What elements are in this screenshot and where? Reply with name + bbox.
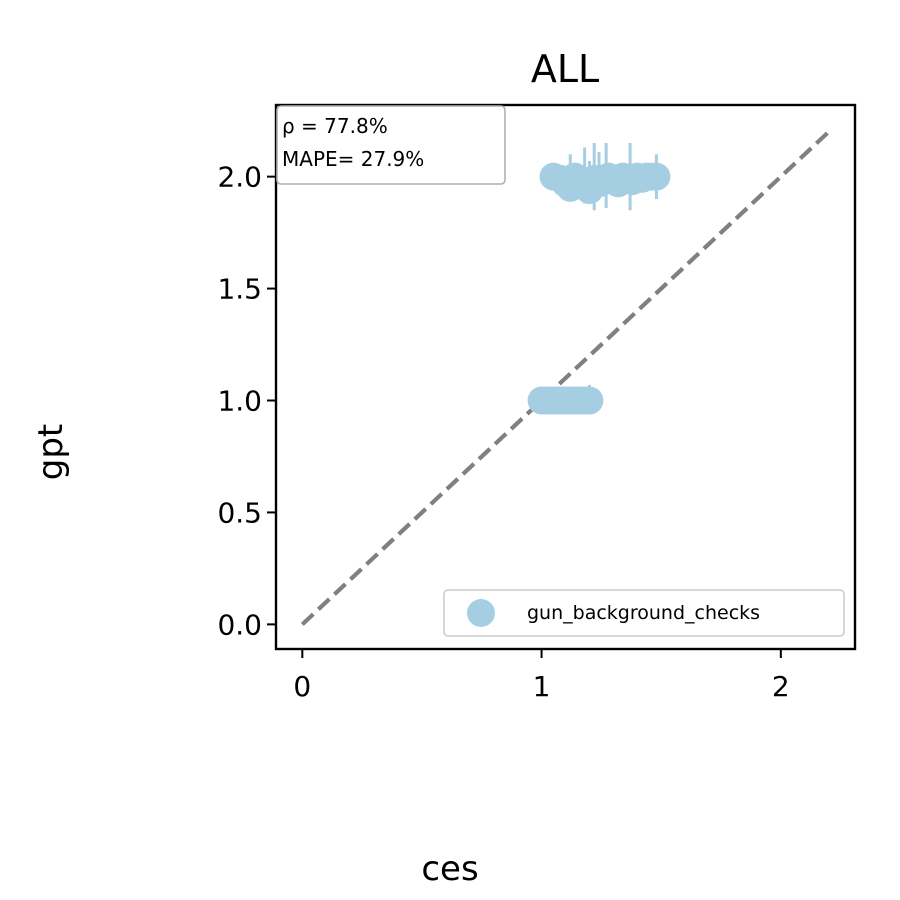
y-tick-label: 1.5 bbox=[217, 273, 262, 306]
x-tick-label: 2 bbox=[772, 670, 790, 703]
x-axis-label: ces bbox=[421, 849, 478, 889]
data-layer bbox=[300, 130, 831, 626]
plot-frame bbox=[274, 103, 857, 651]
x-tick-label: 1 bbox=[533, 670, 551, 703]
chart-title: ALL bbox=[531, 47, 599, 91]
reference-line bbox=[300, 130, 831, 626]
data-point bbox=[642, 162, 671, 191]
mape-annotation: MAPE= 27.9% bbox=[282, 147, 424, 171]
x-tick-label: 0 bbox=[293, 670, 311, 703]
data-point bbox=[575, 386, 604, 415]
rho-annotation: ρ = 77.8% bbox=[282, 114, 388, 138]
legend-marker bbox=[467, 599, 495, 627]
annotation-box bbox=[276, 105, 506, 185]
y-axis-label: gpt bbox=[31, 424, 71, 481]
y-tick-label: 0.5 bbox=[217, 496, 262, 529]
y-tick-label: 2.0 bbox=[217, 161, 262, 194]
y-tick-label: 1.0 bbox=[217, 385, 262, 418]
y-tick-label: 0.0 bbox=[217, 608, 262, 641]
legend-label: gun_background_checks bbox=[527, 602, 760, 624]
plot-area bbox=[300, 130, 831, 626]
axes: 0 1 2 0.0 0.5 1.0 1.5 2.0 ρ = 77.8% MAPE= 27.9% gu… bbox=[217, 103, 857, 703]
legend-box bbox=[443, 589, 845, 637]
